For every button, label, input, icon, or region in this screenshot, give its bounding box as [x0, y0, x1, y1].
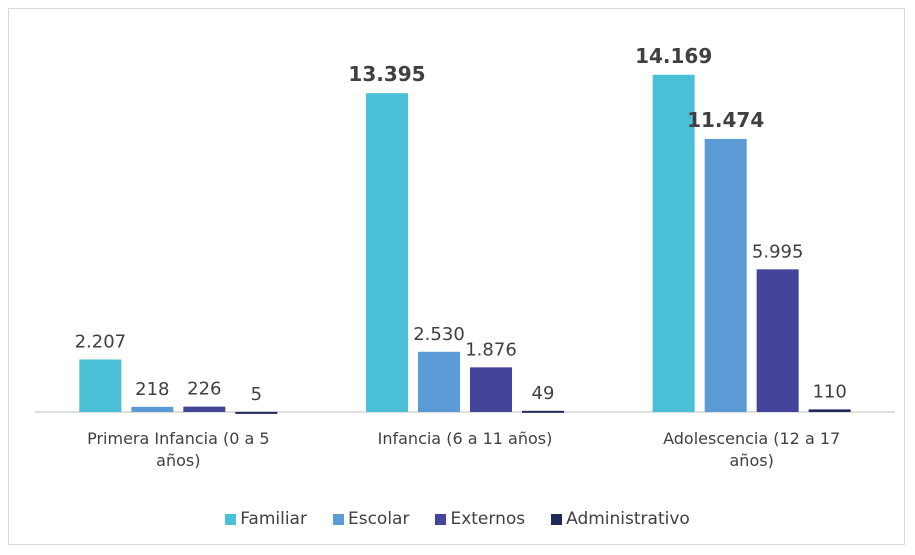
bar [704, 138, 747, 412]
data-label: 11.474 [687, 108, 764, 132]
bar [366, 93, 408, 412]
legend-item: Escolar [332, 509, 410, 529]
bar [652, 74, 695, 412]
x-label-box: Primera Infancia (0 a 5 años) [87, 429, 270, 470]
legend-swatch [435, 513, 447, 525]
chart-frame [8, 8, 905, 545]
x-tick-label: Adolescencia (12 a 17 años) [663, 429, 841, 470]
bar [183, 406, 226, 412]
x-tick-label: Infancia (6 a 11 años) [377, 429, 553, 448]
data-label: 49 [532, 383, 555, 404]
legend-swatch [225, 513, 237, 525]
data-label: 110 [812, 381, 846, 402]
bar [756, 269, 799, 412]
bar [418, 351, 460, 412]
bar [79, 359, 122, 412]
data-label: 2.530 [413, 324, 465, 345]
legend: Familiar Escolar Externos Administrativo [0, 509, 915, 529]
legend-label: Administrativo [566, 509, 690, 529]
legend-label: Externos [450, 509, 526, 529]
data-label: 218 [135, 379, 169, 400]
bar [131, 406, 174, 412]
data-label: 5.995 [752, 241, 804, 262]
bar [522, 410, 564, 413]
legend-item: Familiar [225, 509, 307, 529]
legend-swatch [551, 513, 563, 525]
legend-label: Escolar [347, 509, 410, 529]
data-label: 14.169 [635, 44, 712, 68]
data-label: 2.207 [75, 331, 127, 352]
legend-swatch [332, 513, 344, 525]
legend-item: Externos [435, 509, 525, 529]
x-label-box: Adolescencia (12 a 17 años) [663, 429, 841, 470]
legend-label: Familiar [240, 509, 307, 529]
x-label-box: Infancia (6 a 11 años) [377, 429, 553, 448]
x-tick-label: Primera Infancia (0 a 5 años) [87, 429, 270, 470]
data-label: 5 [251, 384, 262, 405]
bar [808, 409, 851, 412]
data-label: 226 [187, 379, 221, 400]
data-label: 13.395 [348, 62, 425, 86]
data-label: 1.876 [465, 339, 517, 360]
bar [470, 367, 512, 412]
legend-item: Administrativo [551, 509, 690, 529]
bar [235, 411, 278, 414]
